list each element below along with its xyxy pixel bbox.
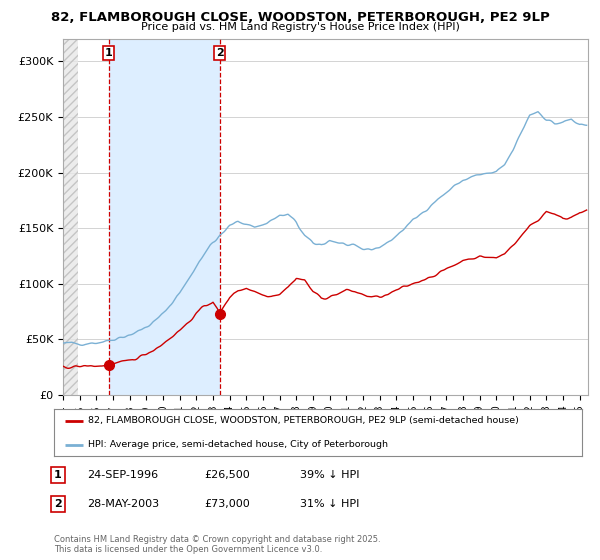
Text: 82, FLAMBOROUGH CLOSE, WOODSTON, PETERBOROUGH, PE2 9LP (semi-detached house): 82, FLAMBOROUGH CLOSE, WOODSTON, PETERBO… [88, 416, 519, 425]
Bar [63, 39, 79, 395]
Text: 31% ↓ HPI: 31% ↓ HPI [300, 499, 359, 509]
Text: 82, FLAMBOROUGH CLOSE, WOODSTON, PETERBOROUGH, PE2 9LP: 82, FLAMBOROUGH CLOSE, WOODSTON, PETERBO… [50, 11, 550, 24]
Text: £26,500: £26,500 [204, 470, 250, 480]
Text: Contains HM Land Registry data © Crown copyright and database right 2025.
This d: Contains HM Land Registry data © Crown c… [54, 535, 380, 554]
Text: 39% ↓ HPI: 39% ↓ HPI [300, 470, 359, 480]
Text: 24-SEP-1996: 24-SEP-1996 [87, 470, 158, 480]
Text: 1: 1 [104, 48, 112, 58]
Text: 1: 1 [54, 470, 62, 480]
Text: 28-MAY-2003: 28-MAY-2003 [87, 499, 159, 509]
Text: HPI: Average price, semi-detached house, City of Peterborough: HPI: Average price, semi-detached house,… [88, 440, 388, 449]
Text: 2: 2 [216, 48, 224, 58]
Text: 2: 2 [54, 499, 62, 509]
Text: Price paid vs. HM Land Registry's House Price Index (HPI): Price paid vs. HM Land Registry's House … [140, 22, 460, 32]
Bar [109, 39, 220, 395]
Text: £73,000: £73,000 [204, 499, 250, 509]
